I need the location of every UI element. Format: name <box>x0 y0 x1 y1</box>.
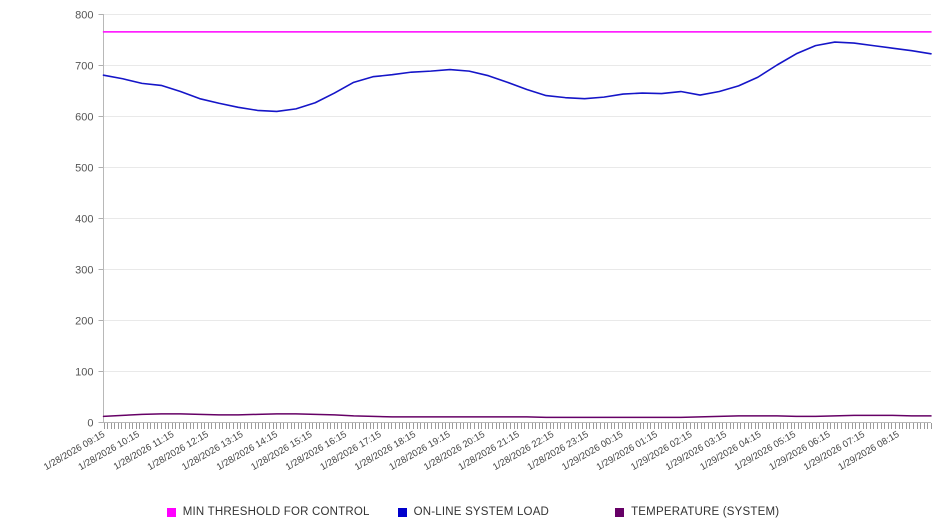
axis-lines <box>103 14 931 423</box>
plot-area: 0 100 200 300 400 500 600 700 800 1/28/2026 09:1… <box>42 10 932 473</box>
y-tick-label: 100 <box>75 367 93 379</box>
y-tick-label: 600 <box>75 112 93 124</box>
x-axis-labels: 1/28/2026 09:151/28/2026 10:151/28/2026 … <box>42 429 901 473</box>
y-tick-label: 200 <box>75 316 93 328</box>
chart-legend: MIN THRESHOLD FOR CONTROL ON-LINE SYSTEM… <box>0 506 946 518</box>
legend-label-online-system-load: ON-LINE SYSTEM LOAD <box>413 506 550 518</box>
x-axis-ticks <box>104 423 932 429</box>
y-tick-label: 700 <box>75 61 93 73</box>
series-line-temperature-system <box>102 413 932 419</box>
data-series <box>102 31 932 419</box>
gridlines <box>103 14 931 372</box>
x-tick-label: 1/29/2026 08:15 <box>836 429 901 473</box>
y-tick-label: 500 <box>75 163 93 175</box>
y-tick-label: 800 <box>75 10 93 22</box>
legend-item-temperature[interactable]: TEMPERATURE (SYSTEM) <box>615 506 779 518</box>
legend-swatch-min-threshold <box>166 507 176 517</box>
legend-label-min-threshold: MIN THRESHOLD FOR CONTROL <box>182 506 370 518</box>
series-line-on-line-system-load <box>102 41 932 113</box>
legend-swatch-temperature <box>615 507 625 517</box>
y-tick-label: 0 <box>87 418 93 430</box>
legend-label-temperature: TEMPERATURE (SYSTEM) <box>631 506 780 518</box>
legend-swatch-online-system-load <box>397 507 407 517</box>
legend-item-min-threshold[interactable]: MIN THRESHOLD FOR CONTROL <box>166 506 370 518</box>
y-tick-label: 400 <box>75 214 93 226</box>
y-axis-ticks: 0 100 200 300 400 500 600 700 800 <box>75 10 104 430</box>
y-tick-label: 300 <box>75 265 93 277</box>
legend-item-online-system-load[interactable]: ON-LINE SYSTEM LOAD <box>397 506 550 518</box>
